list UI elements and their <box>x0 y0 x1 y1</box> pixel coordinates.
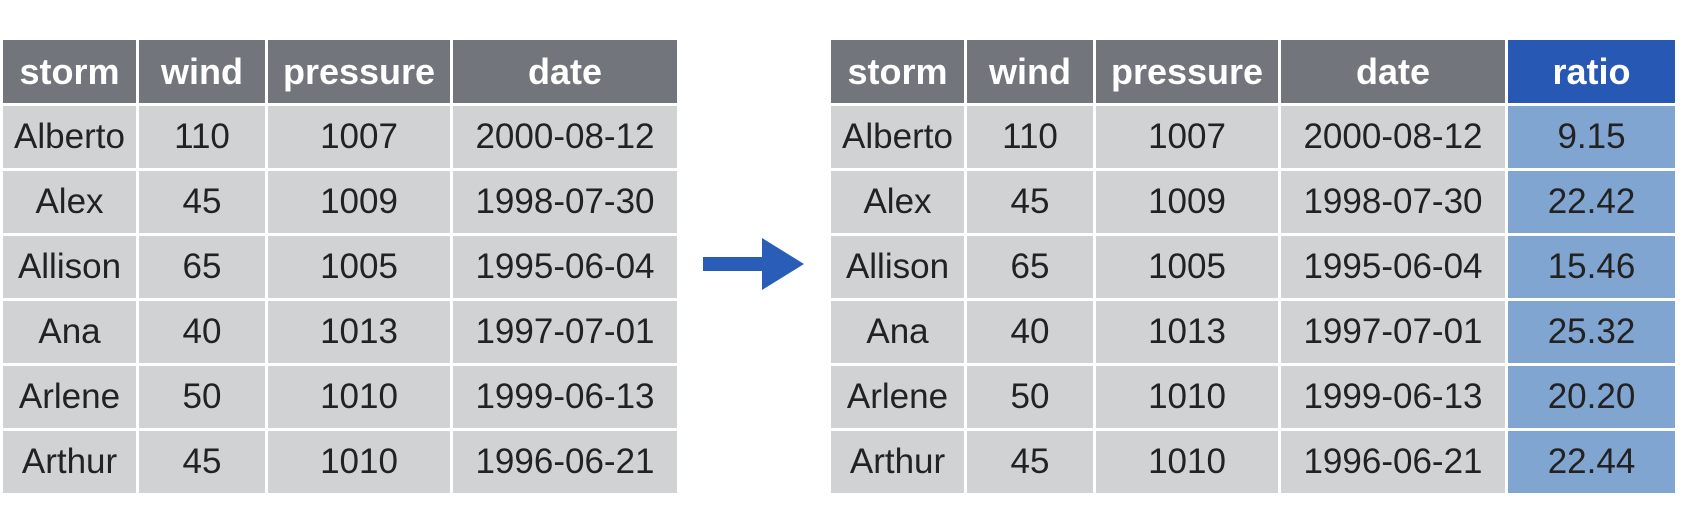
table-row: Allison 65 1005 1995-06-04 15.46 <box>831 236 1675 298</box>
ratio-cell: 22.42 <box>1508 171 1675 233</box>
ratio-cell: 9.15 <box>1508 106 1675 168</box>
table-row: Arlene 50 1010 1999-06-13 <box>3 366 677 428</box>
wind-cell: 45 <box>139 431 265 493</box>
wind-cell: 65 <box>967 236 1093 298</box>
storm-cell: Allison <box>3 236 136 298</box>
table-row: Alberto 110 1007 2000-08-12 <box>3 106 677 168</box>
wind-cell: 110 <box>967 106 1093 168</box>
pressure-cell: 1007 <box>268 106 450 168</box>
wind-cell: 40 <box>967 301 1093 363</box>
table-row: Allison 65 1005 1995-06-04 <box>3 236 677 298</box>
column-header-wind: wind <box>967 40 1093 103</box>
date-cell: 2000-08-12 <box>1281 106 1505 168</box>
pressure-cell: 1009 <box>268 171 450 233</box>
table-row: Arthur 45 1010 1996-06-21 22.44 <box>831 431 1675 493</box>
pressure-cell: 1010 <box>1096 431 1278 493</box>
wind-cell: 50 <box>967 366 1093 428</box>
ratio-cell: 25.32 <box>1508 301 1675 363</box>
storm-cell: Alex <box>831 171 964 233</box>
date-cell: 1997-07-01 <box>1281 301 1505 363</box>
storm-cell: Allison <box>831 236 964 298</box>
date-cell: 1999-06-13 <box>453 366 677 428</box>
storm-cell: Arthur <box>831 431 964 493</box>
pressure-cell: 1005 <box>1096 236 1278 298</box>
column-header-wind: wind <box>139 40 265 103</box>
result-table: storm wind pressure date ratio Alberto 1… <box>828 37 1678 496</box>
pressure-cell: 1013 <box>1096 301 1278 363</box>
table-row: Alberto 110 1007 2000-08-12 9.15 <box>831 106 1675 168</box>
table-row: Alex 45 1009 1998-07-30 <box>3 171 677 233</box>
date-cell: 1999-06-13 <box>1281 366 1505 428</box>
wind-cell: 50 <box>139 366 265 428</box>
pressure-cell: 1010 <box>268 366 450 428</box>
table-row: Ana 40 1013 1997-07-01 25.32 <box>831 301 1675 363</box>
wind-cell: 65 <box>139 236 265 298</box>
column-header-storm: storm <box>831 40 964 103</box>
column-header-date: date <box>453 40 677 103</box>
storm-cell: Alex <box>3 171 136 233</box>
date-cell: 2000-08-12 <box>453 106 677 168</box>
date-cell: 1997-07-01 <box>453 301 677 363</box>
column-header-pressure: pressure <box>1096 40 1278 103</box>
wind-cell: 110 <box>139 106 265 168</box>
pressure-cell: 1009 <box>1096 171 1278 233</box>
header-row: storm wind pressure date ratio <box>831 40 1675 103</box>
table-row: Ana 40 1013 1997-07-01 <box>3 301 677 363</box>
date-cell: 1995-06-04 <box>1281 236 1505 298</box>
ratio-cell: 22.44 <box>1508 431 1675 493</box>
storm-cell: Arthur <box>3 431 136 493</box>
date-cell: 1996-06-21 <box>1281 431 1505 493</box>
column-header-date: date <box>1281 40 1505 103</box>
storm-cell: Ana <box>3 301 136 363</box>
storm-cell: Arlene <box>3 366 136 428</box>
wind-cell: 45 <box>967 431 1093 493</box>
wind-cell: 45 <box>139 171 265 233</box>
storm-cell: Alberto <box>831 106 964 168</box>
table-row: Arlene 50 1010 1999-06-13 20.20 <box>831 366 1675 428</box>
pressure-cell: 1010 <box>268 431 450 493</box>
date-cell: 1998-07-30 <box>1281 171 1505 233</box>
wind-cell: 40 <box>139 301 265 363</box>
pressure-cell: 1013 <box>268 301 450 363</box>
storm-cell: Alberto <box>3 106 136 168</box>
header-row: storm wind pressure date <box>3 40 677 103</box>
date-cell: 1996-06-21 <box>453 431 677 493</box>
original-table: storm wind pressure date Alberto 110 100… <box>0 37 680 496</box>
date-cell: 1998-07-30 <box>453 171 677 233</box>
wind-cell: 45 <box>967 171 1093 233</box>
table-row: Arthur 45 1010 1996-06-21 <box>3 431 677 493</box>
arrow-right-icon <box>703 238 804 290</box>
ratio-cell: 15.46 <box>1508 236 1675 298</box>
arrow-shape <box>703 238 804 290</box>
storm-cell: Ana <box>831 301 964 363</box>
pressure-cell: 1007 <box>1096 106 1278 168</box>
date-cell: 1995-06-04 <box>453 236 677 298</box>
column-header-pressure: pressure <box>268 40 450 103</box>
table-row: Alex 45 1009 1998-07-30 22.42 <box>831 171 1675 233</box>
storm-cell: Arlene <box>831 366 964 428</box>
column-header-storm: storm <box>3 40 136 103</box>
ratio-cell: 20.20 <box>1508 366 1675 428</box>
pressure-cell: 1005 <box>268 236 450 298</box>
pressure-cell: 1010 <box>1096 366 1278 428</box>
column-header-ratio: ratio <box>1508 40 1675 103</box>
